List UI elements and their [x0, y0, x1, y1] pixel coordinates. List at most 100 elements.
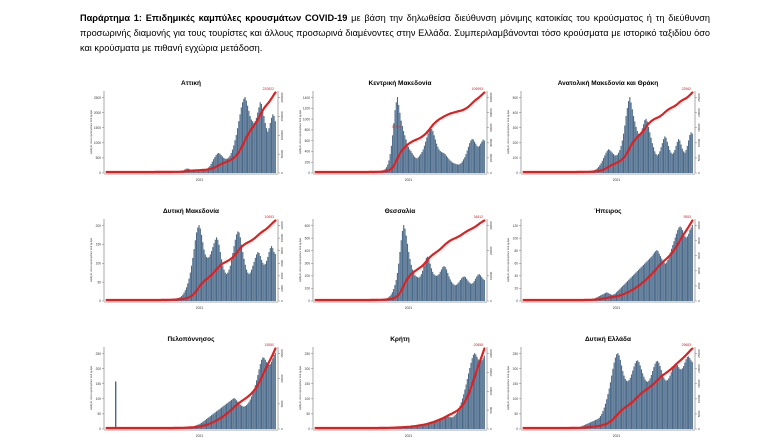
- chart-3-bar: [599, 165, 601, 173]
- chart-6-bar: [664, 263, 666, 301]
- chart-4-bar: [239, 237, 241, 301]
- chart-6-right-tick-label: 10000: [697, 221, 701, 230]
- chart-3-right-tick-label: 20000: [697, 108, 701, 117]
- chart-1-left-tick-label: 0: [99, 171, 101, 175]
- chart-2-bar: [411, 153, 413, 173]
- chart-2-bar: [473, 141, 476, 173]
- chart-6-left-tick-label: 20: [514, 287, 518, 291]
- chart-2-bar: [434, 139, 436, 173]
- chart-8-bar: [460, 402, 462, 429]
- chart-8-bar: [480, 361, 482, 429]
- chart-5-bar: [427, 256, 429, 301]
- chart-2-bar: [462, 159, 465, 173]
- chart-1-bar: [268, 128, 270, 173]
- chart-9-bar: [633, 366, 635, 429]
- chart-6-final-label: 9553: [683, 215, 691, 219]
- chart-5-bar: [435, 275, 438, 301]
- chart-1-bar: [206, 168, 208, 173]
- chart-5-bar: [413, 272, 415, 301]
- chart-2-right-tick-label: 60000: [489, 123, 493, 132]
- chart-1-bar: [264, 122, 266, 173]
- chart-3-bar: [649, 132, 651, 173]
- chart-9-final-label: 29683: [682, 343, 692, 347]
- chart-4-bar: [204, 254, 206, 301]
- chart-1-bar: [274, 121, 276, 173]
- chart-6-bar: [603, 293, 605, 301]
- chart-9-bar: [618, 355, 620, 429]
- chart-9-bar: [647, 381, 649, 429]
- chart-4-bar: [234, 239, 236, 301]
- chart-8-bar: [454, 415, 456, 429]
- chart-1-bar: [248, 110, 250, 173]
- chart-1-bar: [257, 112, 259, 173]
- chart-9-bar: [590, 422, 592, 429]
- chart-1-bar: [230, 152, 232, 173]
- chart-4-title: Δυτική Μακεδονία: [163, 208, 219, 215]
- chart-4-bar: [194, 240, 196, 301]
- chart-5-bar: [474, 278, 477, 301]
- chart-1-bar: [216, 153, 218, 173]
- chart-5-bar: [461, 278, 463, 301]
- chart-5-bar: [434, 275, 436, 301]
- chart-5-left-tick-label: 400: [305, 249, 311, 253]
- chart-5-left-tick-label: 600: [305, 224, 311, 228]
- chart-1-bar: [196, 170, 198, 173]
- chart-6-bar: [657, 251, 659, 301]
- chart-6-bar: [656, 249, 658, 301]
- chart-7-title: Πελοπόννησος: [167, 335, 215, 343]
- chart-1-bar: [263, 116, 265, 173]
- chart-8-bar: [432, 420, 434, 429]
- chart-2-bar: [454, 163, 456, 173]
- chart-panel: Αττική Αριθμός νέων κρουσμάτων ανά ημέρα 0…: [89, 80, 284, 182]
- chart-2-bar: [409, 149, 411, 173]
- chart-1-bar: [219, 153, 221, 173]
- chart-4-bar: [252, 265, 254, 301]
- chart-8-bar: [452, 417, 454, 429]
- chart-4-bar: [257, 252, 259, 301]
- chart-9-bar: [655, 361, 657, 429]
- chart-1-bar: [258, 107, 260, 173]
- chart-8-bar: [414, 425, 416, 429]
- chart-1-final-label: 220522: [263, 87, 274, 91]
- chart-2-bar: [442, 152, 444, 173]
- chart-5-bar: [398, 263, 400, 301]
- chart-9-bar: [666, 380, 669, 429]
- chart-5-bar: [472, 282, 474, 301]
- chart-5-bar: [425, 257, 427, 301]
- chart-9-year-label: 2021: [613, 434, 621, 438]
- chart-2-year-label: 2021: [405, 178, 413, 182]
- chart-9-bar: [611, 375, 613, 429]
- chart-9-bar: [625, 380, 628, 429]
- chart-3-cumulative-line: [522, 91, 694, 174]
- chart-1-bar: [200, 170, 202, 173]
- chart-4-bar: [241, 244, 243, 301]
- chart-5-bar: [453, 284, 455, 301]
- chart-1-bar: [197, 171, 200, 173]
- chart-5-bar: [437, 275, 439, 301]
- chart-4-bar: [238, 232, 240, 301]
- chart-7-left-tick-label: 200: [96, 367, 102, 371]
- chart-7-bar: [248, 401, 250, 429]
- chart-2-bar: [422, 149, 424, 173]
- chart-3-bar: [648, 126, 650, 173]
- chart-5-bar: [409, 258, 411, 301]
- chart-7-bar: [241, 405, 243, 429]
- chart-3-bar: [605, 152, 607, 173]
- chart-8-bar: [455, 413, 457, 429]
- chart-1-bar: [249, 116, 251, 173]
- chart-3-bar: [651, 143, 653, 173]
- chart-4-bar: [184, 290, 186, 301]
- chart-2-bar: [415, 157, 417, 173]
- chart-8-bar: [441, 417, 443, 429]
- chart-8-bar: [430, 421, 432, 429]
- chart-5-year-label: 2021: [405, 306, 413, 310]
- chart-5-bar: [462, 277, 464, 301]
- chart-2-bar: [443, 153, 445, 173]
- chart-4-bar: [219, 252, 221, 301]
- chart-9-bar: [679, 368, 681, 429]
- chart-8-bar: [453, 416, 455, 429]
- chart-4-cumulative-line: [105, 219, 277, 302]
- chart-5-bar: [447, 272, 449, 301]
- chart-3-bar: [635, 126, 637, 173]
